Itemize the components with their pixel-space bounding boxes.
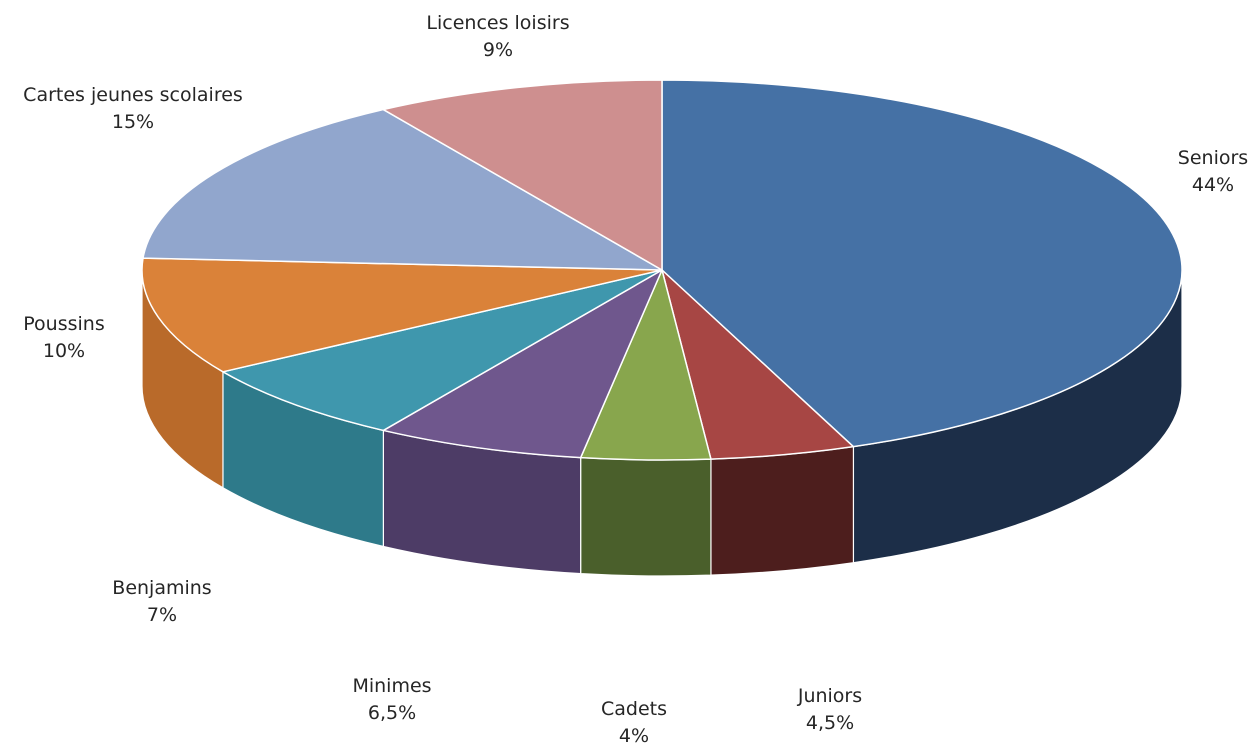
- pie-label-benjamins: Benjamins 7%: [112, 577, 211, 626]
- pie-label-value: 10%: [43, 340, 85, 362]
- pie-slice-poussins: [141, 257, 663, 373]
- pie-label-name: Seniors: [1178, 147, 1248, 169]
- pie-slice-benjamins: [222, 269, 663, 432]
- pie-label-value: 15%: [112, 111, 154, 133]
- pie-label-cadets: Cadets 4%: [601, 698, 667, 747]
- pie-slice-seniors: [661, 79, 1183, 448]
- pie-label-seniors: Seniors 44%: [1178, 147, 1248, 196]
- pie-label-poussins: Poussins 10%: [23, 313, 104, 362]
- pie-sides: [141, 269, 1183, 577]
- pie-label-value: 9%: [483, 39, 513, 61]
- pie-label-value: 7%: [147, 604, 177, 626]
- pie-side-cadets: [580, 457, 712, 577]
- pie-label-value: 4,5%: [806, 712, 854, 734]
- pie-labels: Seniors 44% Juniors 4,5% Cadets 4% Minimes 6,5%…: [23, 12, 1248, 747]
- pie-slice-licences-loisirs: [382, 79, 663, 271]
- pie-side-juniors: [710, 445, 855, 576]
- pie-label-value: 6,5%: [368, 702, 416, 724]
- pie-slice-minimes: [382, 269, 663, 459]
- pie-label-value: 4%: [619, 725, 649, 747]
- pie-label-name: Benjamins: [112, 577, 211, 599]
- pie-label-name: Licences loisirs: [426, 12, 569, 34]
- pie-label-name: Juniors: [797, 685, 862, 707]
- pie-label-name: Poussins: [23, 313, 104, 335]
- pie-label-licences-loisirs: Licences loisirs 9%: [426, 12, 569, 61]
- pie-slices: [141, 79, 1183, 461]
- pie-label-name: Cartes jeunes scolaires: [23, 84, 243, 106]
- pie-label-name: Cadets: [601, 698, 667, 720]
- pie-label-name: Minimes: [352, 675, 431, 697]
- pie-slice-cartes-jeunes-scolaires: [142, 108, 663, 271]
- pie-label-minimes: Minimes 6,5%: [352, 675, 431, 724]
- pie-label-juniors: Juniors 4,5%: [797, 685, 862, 734]
- pie-label-value: 44%: [1192, 174, 1234, 196]
- pie-label-cartes-jeunes-scolaires: Cartes jeunes scolaires 15%: [23, 84, 243, 133]
